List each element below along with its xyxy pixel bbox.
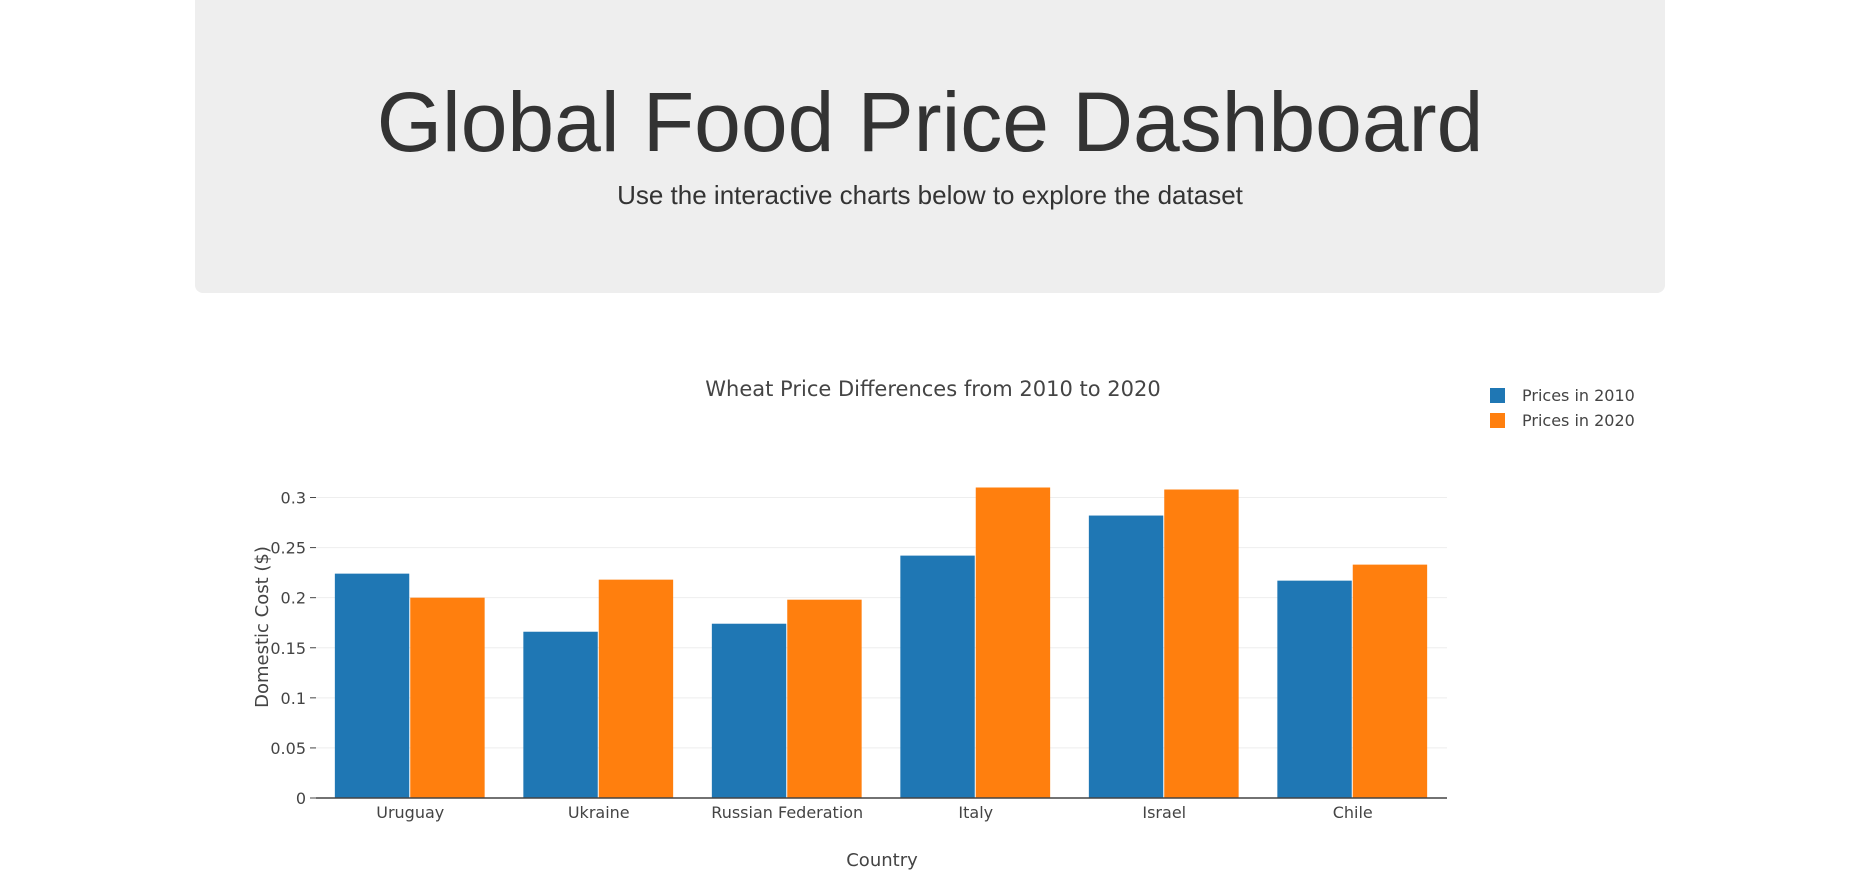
- page-title: Global Food Price Dashboard: [376, 75, 1484, 169]
- y-tick-label: 0.05: [270, 739, 306, 758]
- bar-uruguay-2010[interactable]: [334, 573, 410, 798]
- bar-ukraine-2010[interactable]: [523, 631, 598, 798]
- legend-swatch[interactable]: [1490, 388, 1505, 403]
- x-tick-label: Ukraine: [568, 803, 630, 822]
- bar-italy-2020[interactable]: [975, 487, 1051, 798]
- y-tick-label: 0.1: [281, 689, 306, 708]
- y-tick-label: 0: [296, 789, 306, 808]
- bar-chart[interactable]: Wheat Price Differences from 2010 to 202…: [0, 300, 1874, 870]
- bar-chart-container[interactable]: Wheat Price Differences from 2010 to 202…: [0, 300, 1874, 870]
- legend[interactable]: Prices in 2010 Prices in 2020: [1490, 386, 1635, 430]
- x-tick-label: Uruguay: [376, 803, 444, 822]
- legend-swatch[interactable]: [1490, 413, 1505, 428]
- y-tick-label: 0.25: [270, 539, 306, 558]
- x-tick-label: Chile: [1333, 803, 1373, 822]
- bar-italy-2010[interactable]: [900, 555, 975, 798]
- y-tick-label: 0.2: [281, 589, 306, 608]
- x-axis-title: Country: [846, 850, 918, 870]
- header-jumbotron: Global Food Price Dashboard Use the inte…: [195, 0, 1665, 293]
- bar-russian-federation-2010[interactable]: [711, 623, 787, 798]
- bar-chile-2020[interactable]: [1352, 564, 1428, 798]
- bars[interactable]: [334, 487, 1428, 798]
- bar-chile-2010[interactable]: [1277, 580, 1352, 798]
- page-subtitle: Use the interactive charts below to expl…: [617, 180, 1243, 210]
- axes: 0 0.05 0.1 0.15 0.2 0.25 0.3 Uruguay Ukraine Russ…: [270, 489, 1447, 822]
- y-axis-title: Domestic Cost ($): [252, 546, 273, 708]
- y-tick-label: 0.15: [270, 639, 306, 658]
- bar-ukraine-2020[interactable]: [598, 579, 674, 798]
- y-tick-label: 0.3: [281, 489, 306, 508]
- bar-russian-federation-2020[interactable]: [787, 599, 862, 798]
- x-tick-label: Israel: [1142, 803, 1186, 822]
- grid-lines: [316, 497, 1447, 749]
- legend-label[interactable]: Prices in 2010: [1522, 386, 1635, 405]
- legend-label[interactable]: Prices in 2020: [1522, 411, 1635, 430]
- x-tick-label: Russian Federation: [711, 803, 863, 822]
- bar-israel-2020[interactable]: [1164, 489, 1239, 798]
- bar-israel-2010[interactable]: [1088, 515, 1164, 798]
- x-tick-label: Italy: [958, 803, 993, 822]
- chart-title: Wheat Price Differences from 2010 to 202…: [705, 377, 1160, 401]
- bar-uruguay-2020[interactable]: [410, 597, 485, 798]
